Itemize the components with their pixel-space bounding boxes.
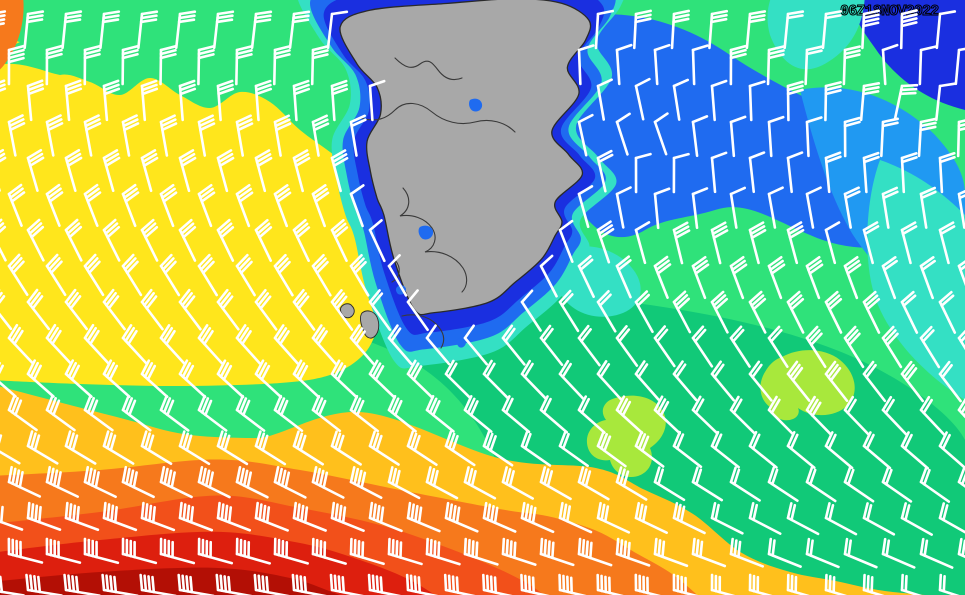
svg-text:06Z18NOV2022: 06Z18NOV2022 xyxy=(840,3,939,20)
